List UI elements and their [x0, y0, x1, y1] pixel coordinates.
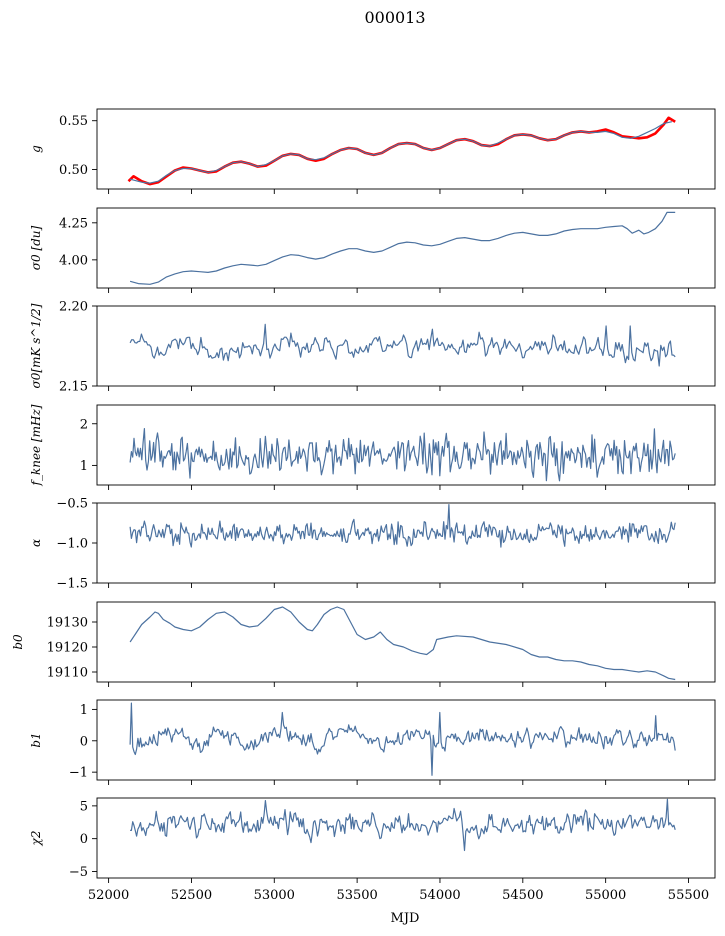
y-axis-label: σ0 [du]: [29, 225, 43, 270]
y-axis-label: σ0[mK s^1/2]: [29, 303, 43, 388]
y-axis-label: f_knee [mHz]: [29, 404, 43, 486]
series-line-data: [127, 116, 676, 186]
subplot-3: 2.15 2.20 σ0[mK s^1/2]: [29, 300, 716, 395]
y-axis-label: b0: [11, 634, 25, 650]
series-line-model: [129, 606, 676, 681]
y-tick-label: −0.5: [56, 497, 88, 512]
y-tick-label: 4.00: [59, 253, 88, 268]
y-tick-label: 2.20: [59, 300, 88, 315]
y-tick-label: 19110: [47, 666, 88, 681]
y-tick-label: 2.15: [59, 380, 88, 395]
y-tick-label: −1.0: [56, 537, 88, 552]
series-line-model: [129, 323, 676, 367]
axes-frame: [96, 207, 716, 289]
series-line-model: [129, 211, 676, 285]
y-tick-label: −1.5: [56, 577, 88, 592]
subplot-6: 19110 19120 19130 b0: [11, 601, 716, 687]
x-tick-label: 52500: [171, 888, 212, 903]
y-tick-label: 0: [80, 832, 88, 847]
series-line-model: [130, 798, 676, 852]
axes-frame: [96, 601, 716, 683]
y-axis-label: g: [29, 145, 43, 153]
subplot-8: −5 0 5 χ2: [29, 797, 716, 883]
y-tick-label: 4.25: [59, 216, 88, 231]
x-tick-label: 54000: [419, 888, 460, 903]
y-tick-label: 1: [80, 703, 88, 718]
x-tick-label: 53500: [336, 888, 377, 903]
x-axis-tick-labels: 52000 52500 53000 53500 54000 54500 55000 55500: [88, 888, 709, 903]
series-line-model: [129, 702, 676, 776]
x-axis-label: MJD: [391, 911, 420, 926]
x-tick-label: 55000: [585, 888, 626, 903]
x-tick-label: 54500: [502, 888, 543, 903]
series-line-model: [129, 121, 673, 184]
y-tick-label: 2: [80, 417, 88, 432]
x-tick-label: 52000: [88, 888, 129, 903]
y-tick-label: 0.50: [59, 163, 88, 178]
subplot-5: −1.5 −1.0 −0.5 α: [29, 497, 716, 592]
y-tick-label: 0: [80, 734, 88, 749]
y-axis-label: b1: [29, 732, 43, 747]
series-line-model: [129, 428, 676, 482]
y-tick-label: −5: [69, 865, 88, 880]
x-tick-label: 55500: [668, 888, 709, 903]
x-tick-label: 53000: [254, 888, 295, 903]
subplot-4: 1 2 f_knee [mHz]: [29, 404, 716, 490]
subplot-1: 0.50 0.55 g: [29, 108, 716, 194]
y-tick-label: 1: [80, 459, 88, 474]
y-tick-label: −1: [69, 766, 88, 781]
axes-frame: [96, 797, 716, 879]
y-axis-label: α: [29, 539, 43, 547]
axes-frame: [96, 108, 716, 190]
subplots: 0.50 0.55 g 4.00 4.25 σ0 [du] 2.15 2.20 σ0[mK s^…: [11, 108, 716, 883]
axes-frame: [96, 305, 716, 387]
subplot-2: 4.00 4.25 σ0 [du]: [29, 207, 716, 293]
y-tick-label: 19130: [47, 616, 88, 631]
axes-frame: [96, 699, 716, 781]
series-line-model: [129, 504, 676, 548]
y-tick-label: 5: [80, 799, 88, 814]
y-tick-label: 19120: [47, 641, 88, 656]
y-axis-label: χ2: [29, 831, 43, 847]
y-tick-label: 0.55: [59, 114, 88, 129]
axes-frame: [96, 404, 716, 486]
figure-title: 000013: [364, 8, 425, 27]
subplot-7: −1 0 1 b1: [29, 699, 716, 785]
